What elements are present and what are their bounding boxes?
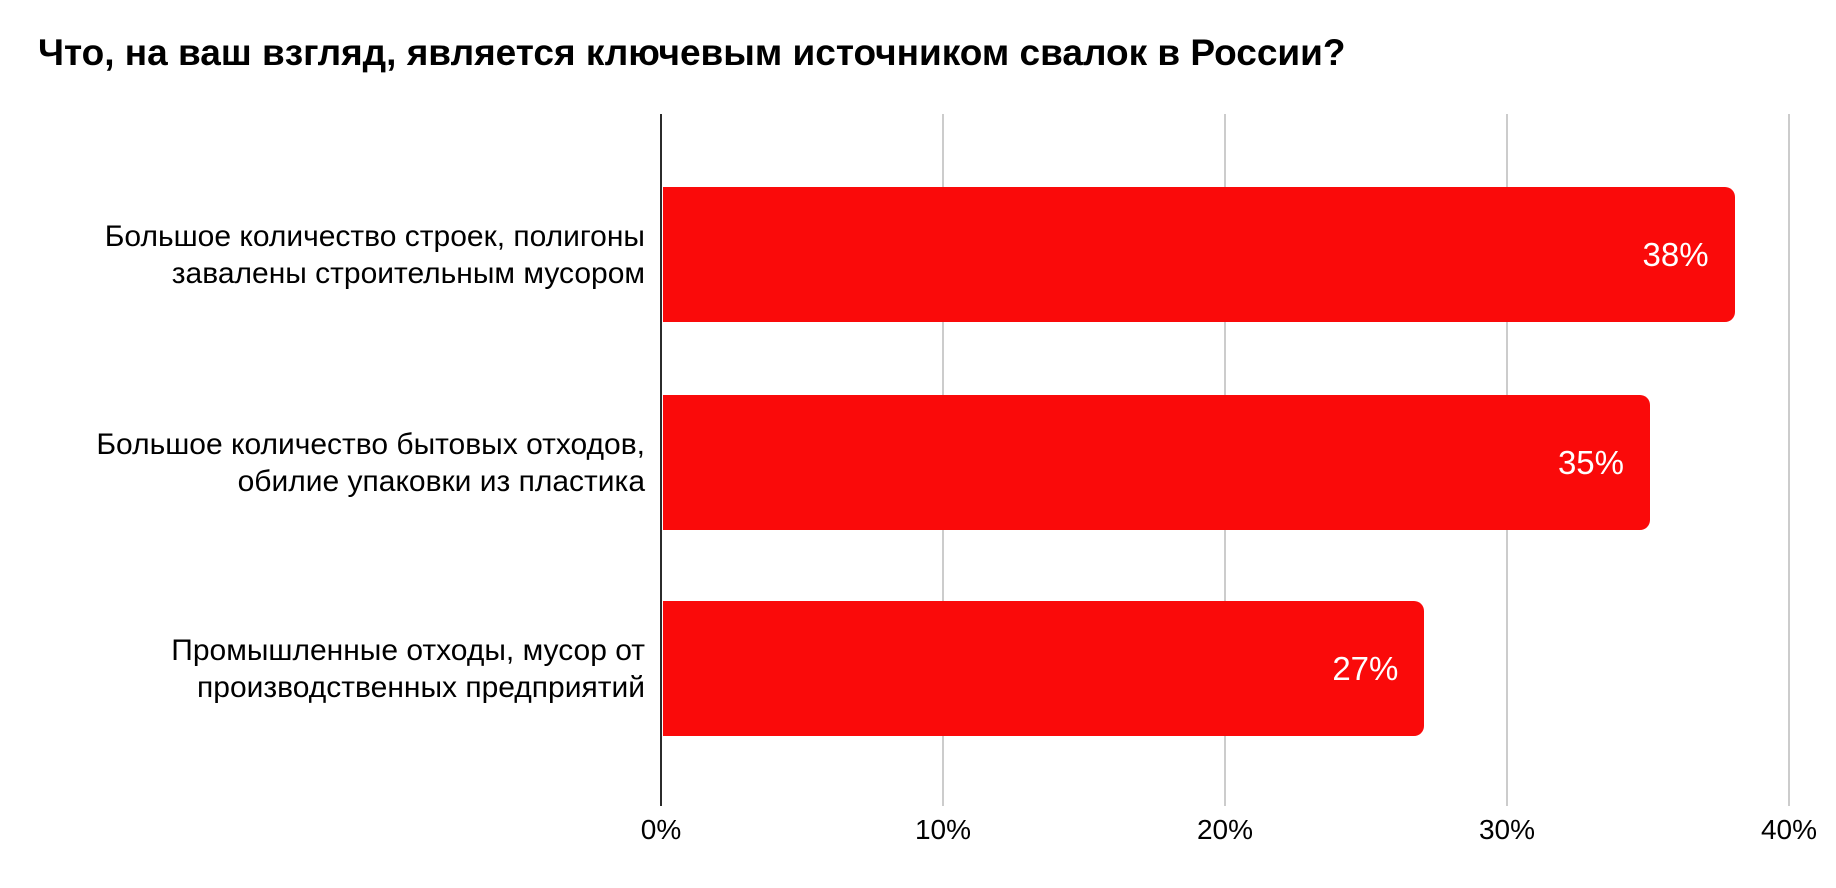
category-label-line: производственных предприятий — [197, 670, 645, 704]
x-tick-label: 20% — [1196, 814, 1254, 845]
category-label: Большое количество строек, полигоны зава… — [30, 187, 645, 322]
plot-area: 38% 35% 27% 0% 10% 20% 30% 40% — [641, 114, 1817, 845]
x-axis-labels: 0% 10% 20% 30% 40% — [641, 814, 1817, 848]
category-label: Промышленные отходы, мусор от производст… — [30, 601, 645, 736]
bar-value-label: 35% — [1557, 443, 1624, 481]
bar-value-label: 27% — [1332, 649, 1399, 687]
category-label-line: Большое количество строек, полигоны — [104, 219, 645, 253]
category-label-line: Большое количество бытовых отходов, — [96, 427, 645, 461]
y-axis-line — [660, 114, 662, 806]
bar: 38% — [663, 187, 1735, 322]
x-tick-label: 40% — [1760, 814, 1818, 845]
category-label-line: обилие упаковки из пластика — [237, 464, 645, 498]
x-tick-label: 30% — [1478, 814, 1536, 845]
chart-title: Что, на ваш взгляд, является ключевым ис… — [38, 32, 1346, 73]
category-label-line: Промышленные отходы, мусор от — [171, 633, 645, 667]
bar: 35% — [663, 395, 1650, 530]
x-tick-label: 10% — [914, 814, 972, 845]
gridline — [1788, 114, 1790, 806]
category-label-line: завалены строительным мусором — [171, 256, 645, 290]
x-tick-label: 0% — [640, 814, 682, 845]
bar-value-label: 38% — [1642, 235, 1709, 273]
bar: 27% — [663, 601, 1425, 736]
category-label: Большое количество бытовых отходов, обил… — [30, 395, 645, 530]
